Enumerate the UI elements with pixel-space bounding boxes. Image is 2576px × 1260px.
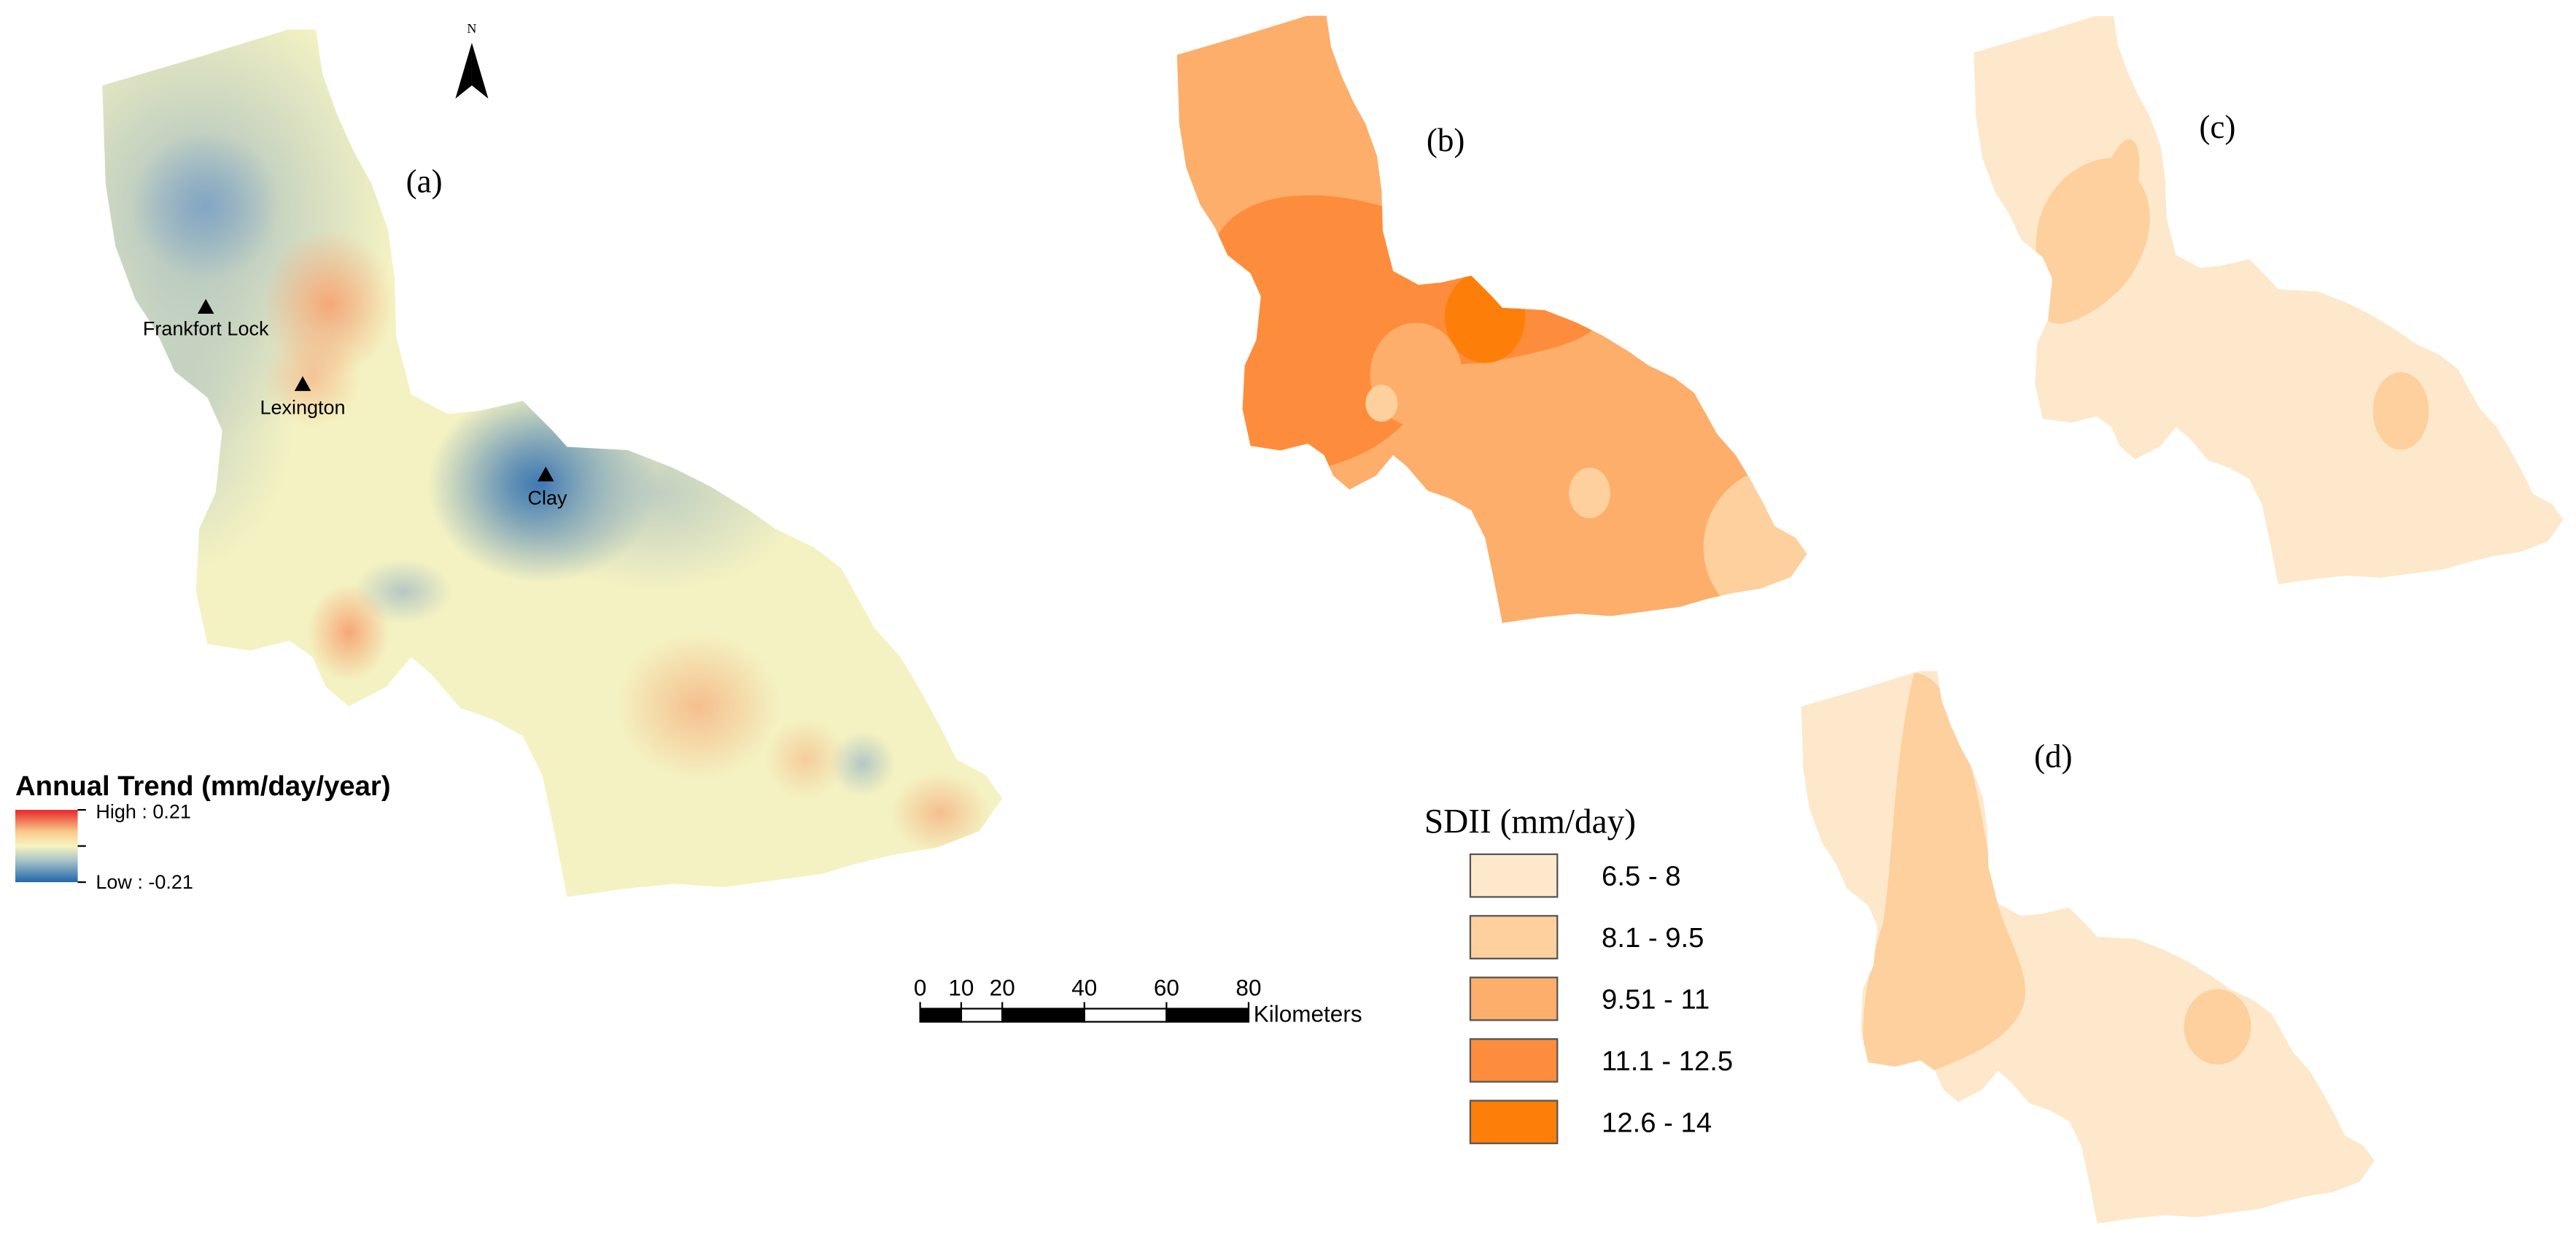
class-zone bbox=[1863, 673, 2025, 1092]
legend-swatch bbox=[1469, 1038, 1559, 1083]
panel-label: (a) bbox=[406, 163, 443, 199]
map-panel-d bbox=[1801, 670, 2375, 1224]
north-arrow: N bbox=[455, 21, 489, 99]
arrow-left bbox=[455, 42, 472, 99]
station-label: Frankfort Lock bbox=[143, 317, 269, 339]
arrow-right bbox=[471, 42, 489, 99]
panel-label: (b) bbox=[1427, 122, 1465, 158]
scale-unit: Kilometers bbox=[1254, 1001, 1362, 1027]
class-zone bbox=[1445, 271, 1526, 363]
legend-high: High : 0.21 bbox=[96, 800, 191, 822]
legend-label: 12.6 - 14 bbox=[1602, 1107, 1712, 1138]
legend-swatch bbox=[1469, 915, 1559, 959]
legend-title: Annual Trend (mm/day/year) bbox=[15, 770, 391, 802]
class-zone bbox=[2035, 139, 2150, 324]
color-ramp bbox=[15, 810, 78, 883]
scale-segment bbox=[919, 1008, 963, 1023]
station-marker bbox=[197, 298, 214, 314]
legend-label: 9.51 - 11 bbox=[1602, 984, 1710, 1016]
legend-title: SDII (mm/day) bbox=[1424, 803, 1636, 841]
legend-swatch bbox=[1469, 1099, 1559, 1145]
station-marker bbox=[294, 376, 311, 391]
scale-tick-label: 0 bbox=[914, 974, 927, 1000]
class-zone bbox=[2184, 989, 2251, 1065]
scale-segment bbox=[960, 1008, 1004, 1023]
legend-swatch bbox=[1469, 976, 1559, 1021]
map-panel-c bbox=[1974, 16, 2564, 584]
station-marker bbox=[538, 466, 554, 482]
legend-label: 8.1 - 9.5 bbox=[1602, 922, 1704, 954]
scale-tick-label: 80 bbox=[1235, 974, 1261, 1000]
scale-tick-label: 10 bbox=[948, 974, 974, 1000]
scale-segment bbox=[1001, 1008, 1085, 1023]
class-zone bbox=[2373, 372, 2429, 450]
legend-low: Low : -0.21 bbox=[96, 871, 193, 893]
scale-segment bbox=[1083, 1008, 1168, 1023]
trend-legend: Annual Trend (mm/day/year) High : 0.21 L… bbox=[15, 770, 391, 893]
scale-tick-label: 40 bbox=[1071, 974, 1097, 1000]
map-panel-b bbox=[1176, 15, 1807, 623]
panel-label: (c) bbox=[2199, 109, 2235, 145]
scale-segment bbox=[1165, 1008, 1250, 1023]
legend-label: 11.1 - 12.5 bbox=[1602, 1046, 1733, 1077]
panel-label: (d) bbox=[2034, 738, 2073, 775]
class-zone bbox=[1703, 466, 1807, 623]
legend-swatch bbox=[1469, 853, 1559, 898]
legend-label: 6.5 - 8 bbox=[1602, 861, 1680, 892]
north-label: N bbox=[467, 21, 476, 36]
station-label: Clay bbox=[528, 487, 568, 509]
sdii-legend: SDII (mm/day) 6.5 - 8 8.1 - 9.5 9.51 - 11 1… bbox=[1424, 803, 1733, 1145]
scale-tick-label: 20 bbox=[990, 974, 1015, 1000]
station-label: Lexington bbox=[260, 396, 345, 418]
scale-tick-label: 60 bbox=[1154, 974, 1179, 1000]
class-zone bbox=[1365, 384, 1398, 422]
map-panel-a: Frankfort Lock Lexington Clay (a) bbox=[102, 29, 1003, 897]
class-zone bbox=[1569, 468, 1610, 519]
